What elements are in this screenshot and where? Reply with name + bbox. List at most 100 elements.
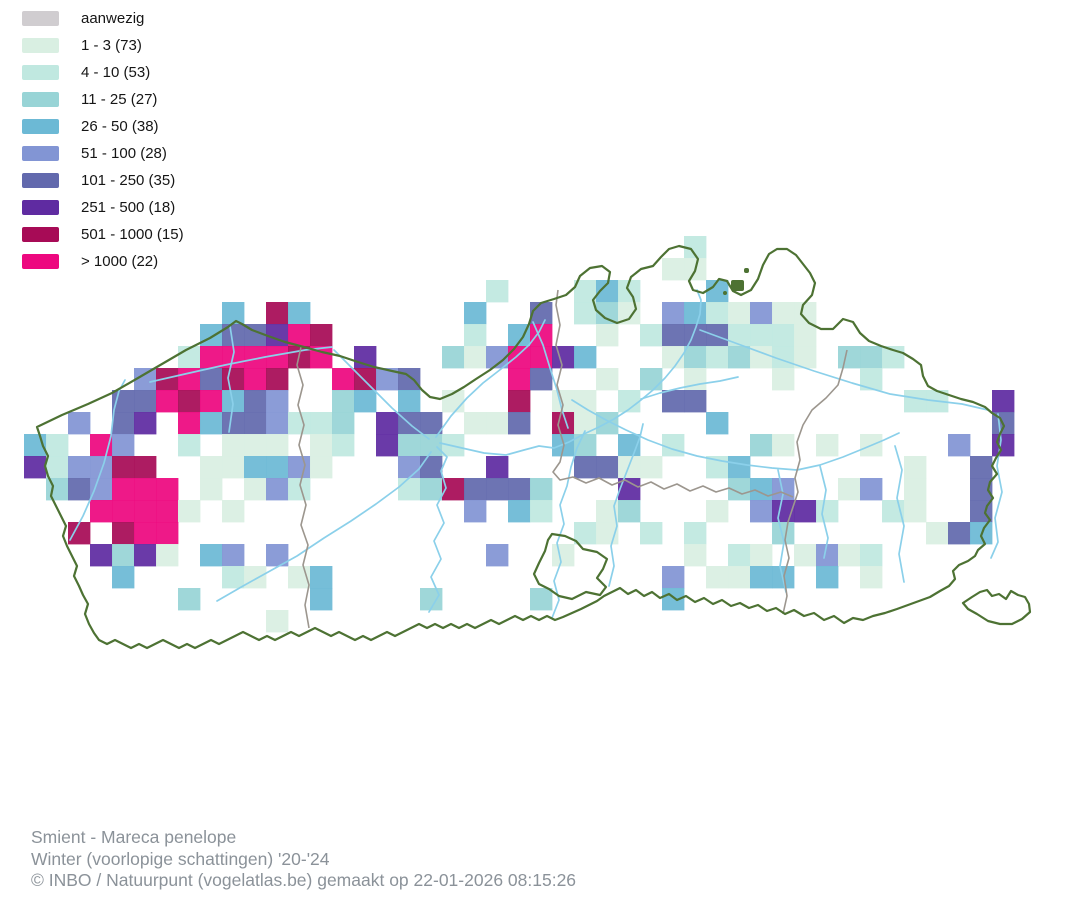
grid-cell [596,368,619,391]
grid-cell [420,434,443,457]
grid-cell [970,456,993,479]
grid-cell [244,412,267,435]
grid-cell [574,346,597,369]
grid-cell [332,434,355,457]
grid-cell [464,324,487,347]
legend-item->1000: > 1000 (22) [22,248,184,275]
grid-cell [398,456,421,479]
grid-cell [574,390,597,413]
grid-cell [310,434,333,457]
grid-cell [750,434,773,457]
grid-cell [200,346,223,369]
legend-swatch [22,65,59,80]
grid-cell [596,302,619,325]
grid-cell [772,434,795,457]
grid-cell [904,500,927,523]
grid-cell [178,390,201,413]
legend-label: 501 - 1000 (15) [81,226,184,243]
legend-label: aanwezig [81,10,145,27]
grid-cell [772,368,795,391]
river-line [990,413,1003,559]
grid-cell [618,500,641,523]
legend-swatch [22,173,59,188]
legend-label: 26 - 50 (38) [81,118,159,135]
brussels-enclave-border [532,532,609,601]
caption-season: Winter (voorlopige schattingen) '20-'24 [31,848,330,869]
flanders-border [35,244,1006,650]
grid-cell [948,522,971,545]
grid-cell [464,500,487,523]
province-border [296,346,310,629]
grid-cell [772,324,795,347]
grid-cell [508,500,531,523]
grid-cell [134,500,157,523]
river-line [819,465,829,559]
grid-cell [904,456,927,479]
grid-cell [266,478,289,501]
river-line [640,376,739,400]
grid-cell [486,456,509,479]
grid-cell [134,456,157,479]
grid-cell [200,544,223,567]
legend-item-101-250: 101 - 250 (35) [22,167,184,194]
grid-cell [134,390,157,413]
grid-cell [244,456,267,479]
grid-cell [266,368,289,391]
river-line [216,451,432,602]
grid-cell [178,588,201,611]
grid-cell [332,368,355,391]
grid-cell [992,434,1015,457]
grid-cell [134,544,157,567]
grid-cell [706,324,729,347]
grid-cell [46,478,69,501]
grid-cell [662,258,685,281]
grid-cell [156,368,179,391]
grid-cell [706,302,729,325]
grid-cell [552,544,575,567]
grid-cell [398,434,421,457]
grid-cell [530,478,553,501]
grid-cell [68,478,91,501]
grid-cell [200,412,223,435]
grid-cell [618,478,641,501]
grid-cell [68,456,91,479]
grid-cell [574,434,597,457]
grid-cell [310,588,333,611]
grid-cell [596,280,619,303]
grid-cell [200,390,223,413]
grid-cell [794,302,817,325]
grid-cell [244,434,267,457]
river-line [439,289,702,456]
grid-cell [684,390,707,413]
grid-cell [640,324,663,347]
grid-cell [662,346,685,369]
grid-cell [376,434,399,457]
grid-cell [156,544,179,567]
grid-cell [310,324,333,347]
grid-cell [728,346,751,369]
legend-swatch [22,11,59,26]
grid-cell [46,434,69,457]
grid-cell [288,412,311,435]
legend-item-4-10: 4 - 10 (53) [22,59,184,86]
grid-cell [222,412,245,435]
grid-cell [222,566,245,589]
grid-cell [398,368,421,391]
grid-cell [684,368,707,391]
grid-cell [860,544,883,567]
grid-cell [244,390,267,413]
grid-cell [508,324,531,347]
grid-cell [684,544,707,567]
grid-cell [662,324,685,347]
grid-cell [530,346,553,369]
legend-label: 101 - 250 (35) [81,172,176,189]
grid-cell [464,346,487,369]
grid-cell [178,500,201,523]
grid-cell [926,522,949,545]
grid-cell [310,566,333,589]
grid-cell [574,302,597,325]
grid-cell [486,280,509,303]
grid-cell [200,478,223,501]
grid-cell [222,456,245,479]
